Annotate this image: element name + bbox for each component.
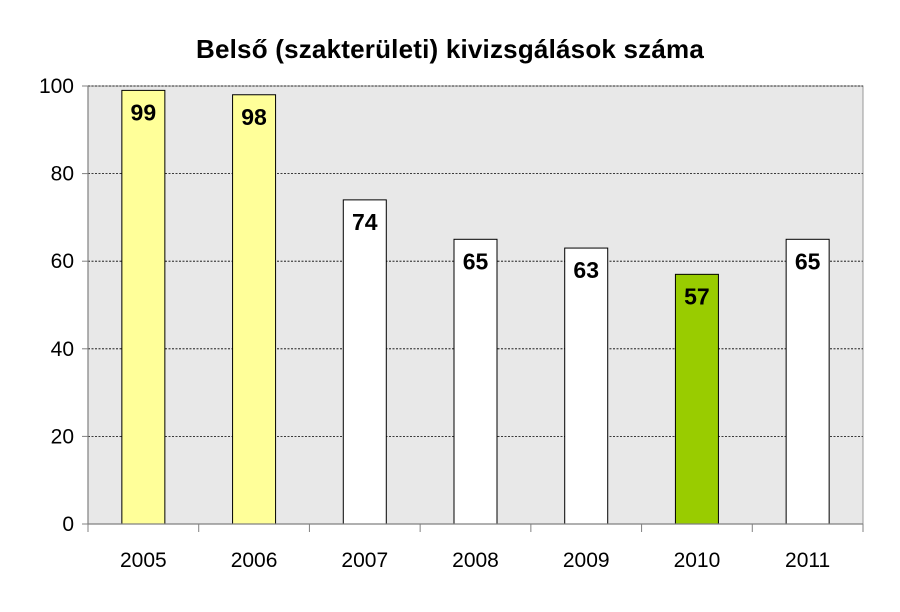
x-tick-label: 2006	[231, 549, 278, 572]
x-tick-label: 2008	[452, 549, 499, 572]
bar-2006	[232, 94, 277, 525]
data-label-2007: 74	[352, 209, 378, 235]
gridlines	[88, 85, 863, 437]
data-label-2011: 65	[795, 248, 821, 274]
x-tick-label: 2010	[674, 549, 721, 572]
x-tick-label: 2011	[785, 549, 830, 572]
bars	[121, 89, 830, 525]
y-tick-label: 20	[51, 425, 74, 448]
bar-2005	[121, 89, 166, 525]
y-tick-label: 80	[51, 163, 74, 186]
y-tick-label: 60	[51, 250, 74, 273]
x-tick-label: 2005	[120, 549, 167, 572]
data-label-2005: 99	[131, 99, 157, 125]
y-tick-label: 0	[62, 513, 74, 536]
bar-2008	[453, 238, 498, 525]
data-label-2006: 98	[241, 104, 267, 130]
x-tick-label: 2009	[563, 549, 610, 572]
y-tick-label: 40	[51, 338, 74, 361]
data-label-2009: 63	[573, 257, 599, 283]
bar-2009	[564, 247, 609, 525]
chart-title: Belső (szakterületi) kivizsgálások száma	[195, 34, 704, 64]
data-labels: 99 98 74 65 63 57 65	[131, 99, 821, 309]
bar-2011	[785, 238, 830, 525]
data-label-2008: 65	[463, 248, 489, 274]
bar-2007	[342, 199, 387, 525]
y-tick-label: 100	[39, 75, 74, 98]
axes: 0 20 40 60 80 100 2005 2006 2007 2008 2009 2010 2011	[39, 75, 864, 572]
x-tick-label: 2007	[341, 549, 388, 572]
bar-2010	[674, 273, 719, 525]
data-label-2010: 57	[684, 283, 710, 309]
